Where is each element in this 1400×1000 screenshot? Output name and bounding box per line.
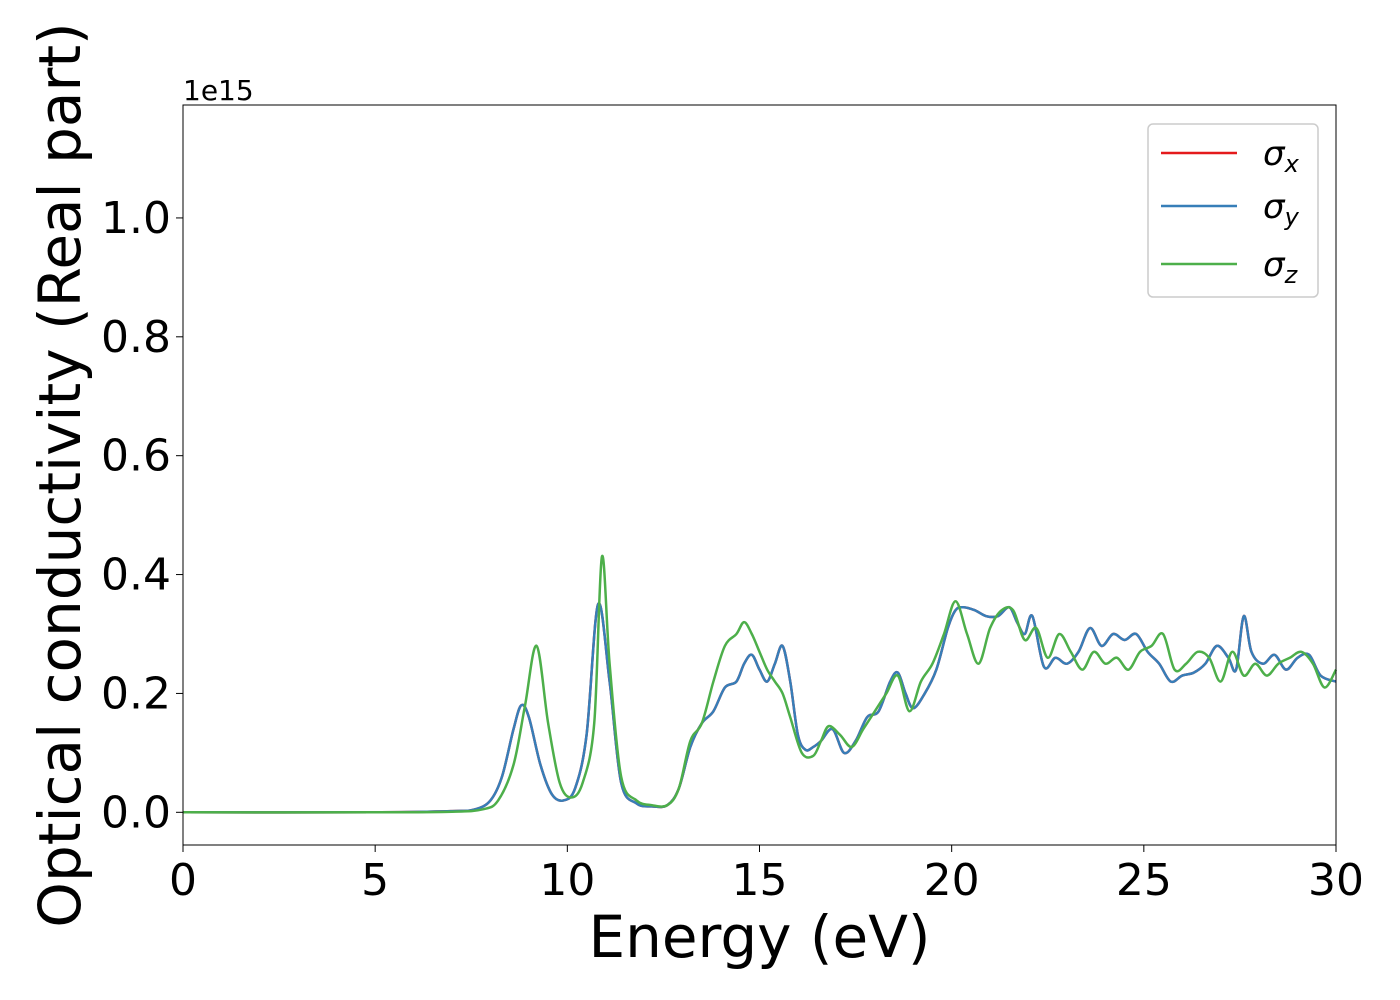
series-line-sigma-z xyxy=(182,554,1338,814)
series-line-sigma-y xyxy=(182,602,1337,814)
x-tick-label: 15 xyxy=(732,855,788,906)
x-axis-label: Energy (eV) xyxy=(588,903,930,971)
y-offset-text: 1e15 xyxy=(183,74,254,107)
y-axis-label: Optical conductivity (Real part) xyxy=(26,22,94,927)
legend-entry-sigma-x: σx xyxy=(1161,134,1300,178)
legend-entry-sigma-z: σz xyxy=(1161,245,1299,289)
x-tick-label: 30 xyxy=(1308,855,1364,906)
x-tick-label: 20 xyxy=(924,855,980,906)
legend-label-sigma-z: σz xyxy=(1263,245,1299,289)
y-tick-label: 0.0 xyxy=(101,787,171,838)
y-tick-label: 0.8 xyxy=(101,312,171,363)
y-tick-label: 0.2 xyxy=(101,668,171,719)
x-tick-label: 5 xyxy=(361,855,389,906)
legend-entry-sigma-y: σy xyxy=(1161,187,1300,231)
x-tick-label: 0 xyxy=(169,855,197,906)
y-tick-label: 0.6 xyxy=(101,431,171,482)
plot-lines xyxy=(182,554,1338,814)
legend: σx σy σz xyxy=(1147,123,1319,298)
legend-box xyxy=(1147,123,1319,298)
legend-label-sigma-x: σx xyxy=(1263,134,1300,178)
y-tick-label: 1.0 xyxy=(101,193,171,244)
y-axis: 0.0 0.2 0.4 0.6 0.8 1.0 xyxy=(101,193,183,838)
legend-label-sigma-y: σy xyxy=(1263,187,1300,231)
y-tick-label: 0.4 xyxy=(101,550,171,601)
x-tick-label: 10 xyxy=(539,855,595,906)
x-axis: 0 5 10 15 20 25 30 xyxy=(169,845,1364,906)
x-tick-label: 25 xyxy=(1116,855,1172,906)
